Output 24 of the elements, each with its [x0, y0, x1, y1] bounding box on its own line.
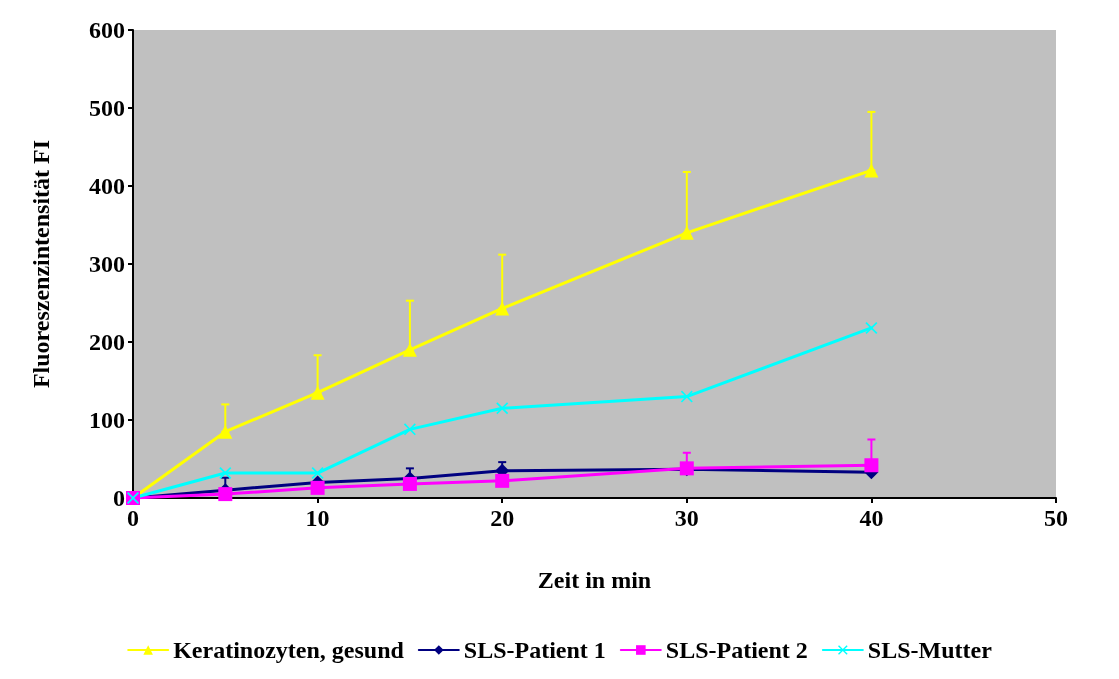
x-tick-label: 50: [1044, 505, 1068, 531]
point: [310, 480, 325, 495]
point: [218, 487, 233, 502]
legend-label: SLS-Patient 1: [463, 637, 606, 663]
point: [496, 402, 509, 415]
y-tick-label: 600: [89, 17, 125, 43]
y-tick-label: 0: [113, 485, 125, 511]
y-tick-label: 500: [89, 95, 125, 121]
x-tick-label: 20: [490, 505, 515, 531]
y-tick-label: 300: [89, 251, 125, 277]
y-tick-label: 100: [89, 407, 125, 433]
x-axis-title: Zeit in min: [537, 567, 652, 593]
x-tick-label: 40: [859, 505, 884, 531]
x-tick-label: 30: [674, 505, 699, 531]
y-axis-title: Fluoreszenzintensität FI: [28, 139, 54, 389]
point: [864, 458, 879, 473]
legend-label: SLS-Patient 2: [665, 637, 808, 663]
y-tick-label: 400: [89, 173, 125, 199]
legend-label: Keratinozyten, gesund: [173, 637, 405, 663]
legend-label: SLS-Mutter: [867, 637, 993, 663]
point: [495, 473, 510, 488]
point: [402, 476, 417, 491]
x-tick-label: 10: [305, 505, 330, 531]
y-tick-label: 200: [89, 329, 125, 355]
